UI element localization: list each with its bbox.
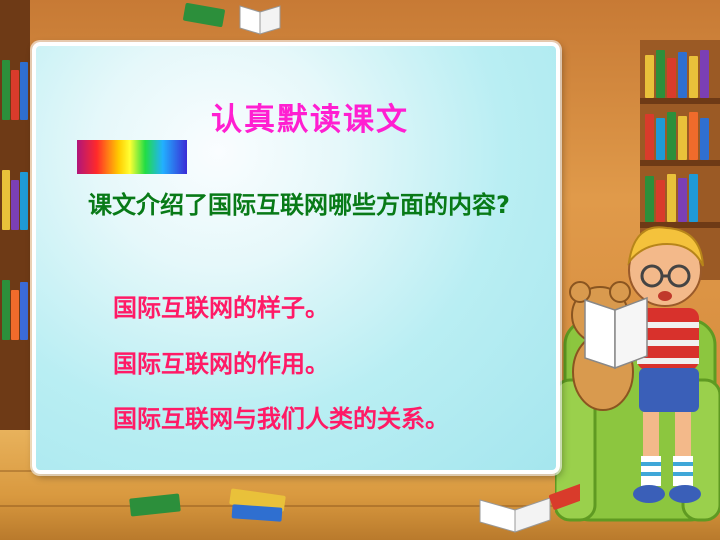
slide-title: 认真默读课文 [211, 102, 409, 138]
reading-child-illustration [555, 226, 720, 522]
answer-item: 国际互联网的样子。 [113, 294, 329, 322]
answer-item: 国际互联网的作用。 [113, 350, 329, 378]
answer-item: 国际互联网与我们人类的关系。 [113, 405, 449, 433]
rainbow-gradient-bar [77, 140, 187, 174]
lesson-question: 课文介绍了国际互联网哪些方面的内容? [88, 191, 510, 219]
lesson-board [32, 42, 560, 474]
top-books-illustration [183, 2, 281, 35]
floor-books-illustration [129, 482, 580, 533]
